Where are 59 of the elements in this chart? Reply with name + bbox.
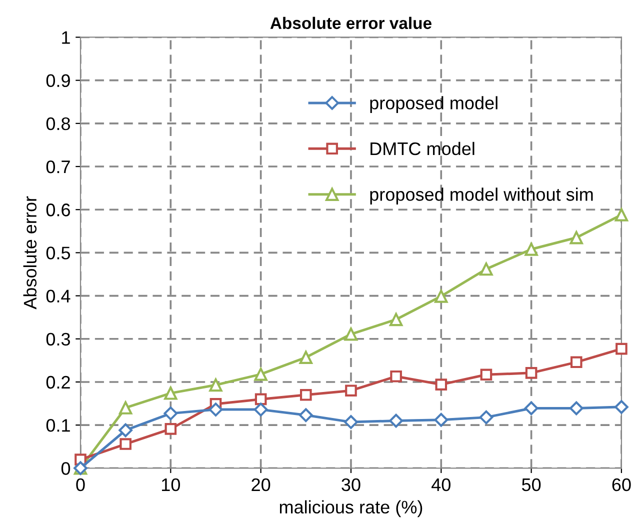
point: [208, 402, 223, 416]
point: [435, 378, 448, 390]
y-tick-label: 0.7: [46, 160, 70, 174]
point: [614, 400, 628, 414]
legend-label: DMTC model: [370, 142, 474, 156]
x-tick-label: 40: [432, 478, 450, 492]
point: [525, 367, 538, 379]
point: [345, 384, 357, 396]
x-tick-label: 50: [522, 478, 541, 492]
point: [570, 356, 582, 368]
y-tick-label: 0.2: [46, 376, 70, 389]
point: [480, 368, 492, 381]
y-tick-label: 0.9: [46, 74, 70, 88]
y-tick-label: 0.1: [46, 419, 70, 432]
point: [164, 406, 178, 420]
point: [344, 415, 358, 429]
point: [389, 414, 403, 428]
point: [118, 401, 132, 414]
chart-title: Absolute error value: [270, 16, 432, 30]
x-tick-label: 0: [76, 478, 85, 492]
point: [164, 386, 178, 400]
y-tick-label: 0: [61, 462, 70, 475]
point: [479, 410, 494, 424]
point: [209, 378, 222, 392]
y-tick-label: 0.6: [46, 204, 70, 216]
point: [569, 401, 584, 416]
point: [390, 370, 402, 382]
point: [300, 389, 312, 401]
x-tick-label: 20: [252, 478, 270, 492]
point: [480, 262, 493, 276]
point: [254, 402, 268, 416]
point: [524, 242, 538, 256]
point: [434, 290, 448, 303]
x-axis-title: malicious rate (%): [280, 500, 422, 518]
point: [570, 231, 583, 244]
x-tick-label: 30: [342, 478, 360, 492]
y-tick-label: 0.8: [46, 117, 70, 130]
point: [389, 312, 403, 326]
y-tick-label: 1: [62, 31, 70, 44]
point: [120, 438, 132, 450]
point: [616, 342, 628, 355]
point: [344, 328, 358, 341]
point: [434, 412, 448, 427]
point: [614, 208, 628, 222]
y-tick-label: 0.3: [46, 332, 70, 346]
x-tick-label: 60: [612, 478, 631, 492]
y-tick-label: 0.4: [46, 290, 70, 303]
point: [254, 393, 267, 406]
point: [299, 350, 312, 364]
point: [298, 408, 313, 422]
legend-label: proposed model: [370, 96, 498, 114]
point: [254, 368, 268, 381]
x-tick-label: 10: [162, 478, 180, 492]
y-axis-title: Absolute error: [23, 196, 37, 310]
legend-label: proposed model without sim: [370, 188, 593, 204]
point: [524, 401, 538, 416]
point: [118, 423, 133, 438]
point: [164, 423, 177, 435]
y-tick-label: 0.5: [46, 246, 70, 260]
